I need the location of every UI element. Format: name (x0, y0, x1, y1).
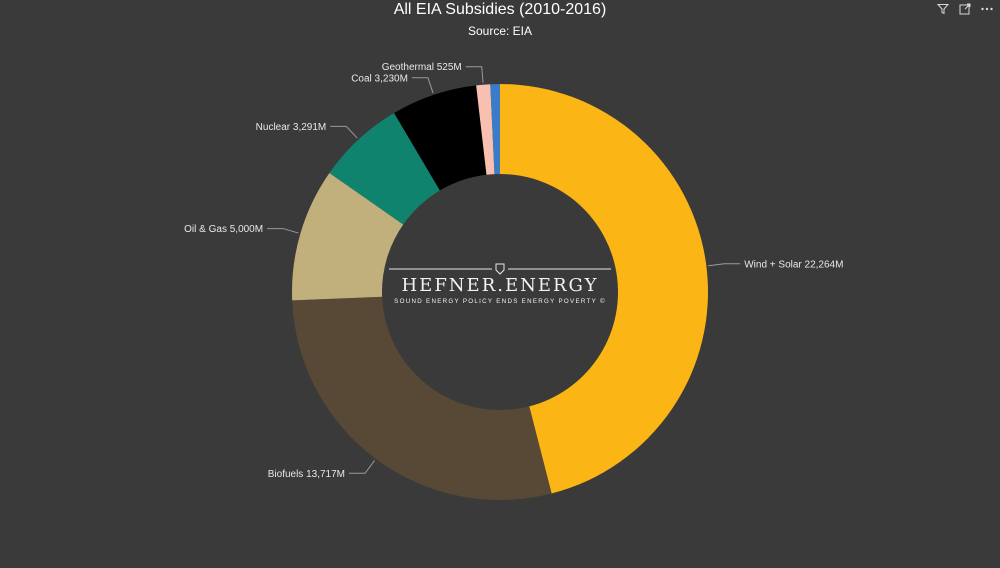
data-label-wind-solar: Wind + Solar 22,264M (744, 259, 843, 270)
label-leader-lines (267, 66, 741, 474)
chart-title: All EIA Subsidies (2010-2016) (393, 1, 607, 18)
data-label-coal: Coal 3,230M (351, 73, 408, 84)
slice-wind-solar[interactable] (500, 84, 709, 494)
chart-subtitle: Source: EIA (467, 24, 533, 38)
donut-slices (292, 84, 709, 500)
leader-line-biofuels (349, 460, 375, 474)
leader-line-geothermal (465, 66, 484, 83)
visual-toolbar (936, 2, 994, 16)
slice-nuclear[interactable] (329, 112, 440, 225)
logo-name: HEFNER.ENERGY (401, 275, 598, 296)
data-label-geothermal: Geothermal 525M (382, 62, 462, 73)
slice-geothermal[interactable] (476, 84, 495, 175)
shield-icon (495, 263, 505, 275)
slice-other[interactable] (490, 84, 500, 175)
logo-tagline: SOUND ENERGY POLICY ENDS ENERGY POVERTY … (394, 298, 606, 305)
slice-labels: Wind + Solar 22,264M Biofuels 13,717M Oil … (184, 62, 843, 480)
focus-mode-icon[interactable] (958, 2, 972, 16)
leader-line-wind-solar (708, 263, 741, 267)
leader-line-oil-gas (267, 228, 299, 234)
more-options-icon[interactable] (980, 2, 994, 16)
slice-coal[interactable] (394, 85, 487, 191)
leader-line-nuclear (330, 125, 358, 139)
slice-oil-gas[interactable] (292, 172, 404, 301)
watermark-logo: HEFNER.ENERGY SOUND ENERGY POLICY ENDS E… (389, 263, 611, 305)
data-label-oil-gas: Oil & Gas 5,000M (184, 224, 263, 235)
filter-icon[interactable] (936, 2, 950, 16)
data-label-nuclear: Nuclear 3,291M (256, 122, 327, 133)
leader-line-coal (411, 77, 434, 94)
data-label-biofuels: Biofuels 13,717M (268, 469, 345, 480)
slice-biofuels[interactable] (292, 296, 552, 500)
